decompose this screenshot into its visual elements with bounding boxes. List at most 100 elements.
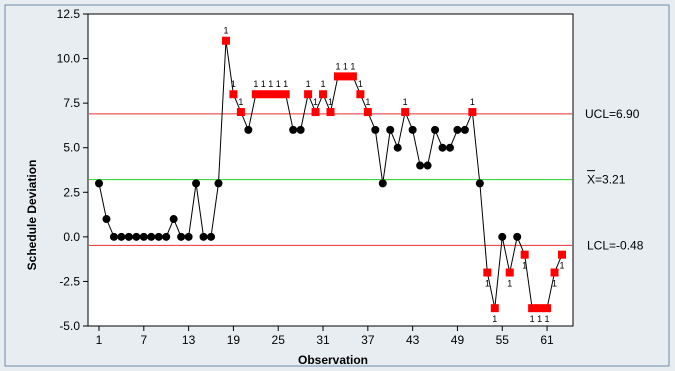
x-tick-label: 61 [540, 333, 554, 347]
data-point [416, 161, 425, 170]
data-point [513, 232, 522, 241]
out-of-control-point [528, 304, 537, 313]
out-of-control-point [505, 268, 514, 277]
out-of-control-point [490, 304, 499, 313]
data-point [438, 143, 447, 152]
out-of-control-point [221, 36, 230, 45]
out-of-control-point [251, 90, 260, 99]
out-of-control-point [535, 304, 544, 313]
data-point [177, 232, 186, 241]
data-point [371, 125, 380, 134]
data-point [423, 161, 432, 170]
flag-label: 1 [552, 279, 557, 289]
x-tick-label: 31 [316, 333, 330, 347]
flag-label: 1 [507, 279, 512, 289]
data-point [386, 125, 395, 134]
y-tick-label: 0.0 [63, 230, 80, 244]
out-of-control-point [311, 108, 320, 117]
flag-label: 1 [559, 261, 564, 271]
flag-label: 1 [238, 97, 243, 107]
data-point [460, 125, 469, 134]
data-point [453, 125, 462, 134]
lcl-label: LCL=-0.48 [587, 238, 644, 252]
data-point [124, 232, 133, 241]
data-point [192, 179, 201, 188]
flag-label: 1 [276, 79, 281, 89]
flag-label: 1 [328, 97, 333, 107]
x-tick-label: 25 [272, 333, 286, 347]
data-point [154, 232, 163, 241]
flag-label: 1 [321, 79, 326, 89]
out-of-control-point [266, 90, 275, 99]
flag-label: 1 [335, 61, 340, 71]
data-point [498, 232, 507, 241]
x-tick-label: 13 [182, 333, 196, 347]
flag-label: 1 [403, 97, 408, 107]
y-tick-label: 2.5 [63, 185, 80, 199]
data-point [139, 232, 148, 241]
flag-label: 1 [268, 79, 273, 89]
data-point [184, 232, 193, 241]
out-of-control-point [304, 90, 313, 99]
center-value: =3.21 [595, 173, 626, 187]
out-of-control-point [550, 268, 559, 277]
flag-label: 1 [350, 61, 355, 71]
data-point [408, 125, 417, 134]
data-point [445, 143, 454, 152]
flag-label: 1 [485, 279, 490, 289]
y-tick-label: 10.0 [57, 52, 81, 66]
flag-label: 1 [365, 97, 370, 107]
data-point [393, 143, 402, 152]
out-of-control-point [520, 250, 529, 259]
data-point [199, 232, 208, 241]
data-point [117, 232, 126, 241]
data-point [244, 125, 253, 134]
data-point [475, 179, 484, 188]
flag-label: 1 [530, 314, 535, 324]
x-tick-label: 49 [451, 333, 465, 347]
out-of-control-point [229, 90, 238, 99]
flag-label: 1 [545, 314, 550, 324]
flag-label: 1 [313, 97, 318, 107]
out-of-control-point [259, 90, 268, 99]
out-of-control-point [468, 108, 477, 117]
flag-label: 1 [522, 261, 527, 271]
ucl-label: UCL=6.90 [585, 107, 640, 121]
out-of-control-point [483, 268, 492, 277]
y-axis: -5.0 -2.5 0.0 2.5 5.0 7.5 10.0 12.5 [57, 7, 88, 333]
xbar-symbol: X [587, 173, 595, 187]
x-tick-label: 37 [361, 333, 375, 347]
data-point [147, 232, 156, 241]
out-of-control-point [401, 108, 410, 117]
x-tick-label: 55 [496, 333, 510, 347]
data-point [95, 179, 103, 188]
data-point [162, 232, 171, 241]
x-tick-label: 19 [227, 333, 241, 347]
data-point [102, 215, 111, 224]
limit-labels: UCL=6.90 X=3.21 LCL=-0.48 [585, 107, 644, 253]
out-of-control-point [319, 90, 328, 99]
x-tick-label: 1 [96, 333, 103, 347]
flag-label: 1 [470, 97, 475, 107]
y-tick-label: 7.5 [63, 96, 80, 110]
out-of-control-point [356, 90, 365, 99]
flag-label: 1 [306, 79, 311, 89]
data-point [169, 215, 178, 224]
out-of-control-point [281, 90, 290, 99]
x-axis: 1 7 13 19 25 31 37 43 49 55 61 [96, 326, 554, 347]
flag-label: 1 [253, 79, 258, 89]
center-label: X=3.21 [587, 173, 626, 187]
x-axis-title: Observation [298, 353, 368, 367]
chart-frame [4, 4, 670, 367]
plot-area [87, 13, 574, 327]
y-tick-label: 12.5 [57, 7, 81, 21]
out-of-control-point [341, 72, 350, 81]
data-point [109, 232, 118, 241]
out-of-control-point [236, 108, 245, 117]
out-of-control-point [333, 72, 342, 81]
y-tick-label: -5.0 [59, 319, 80, 333]
data-point [296, 125, 305, 134]
flag-label: 1 [537, 314, 542, 324]
